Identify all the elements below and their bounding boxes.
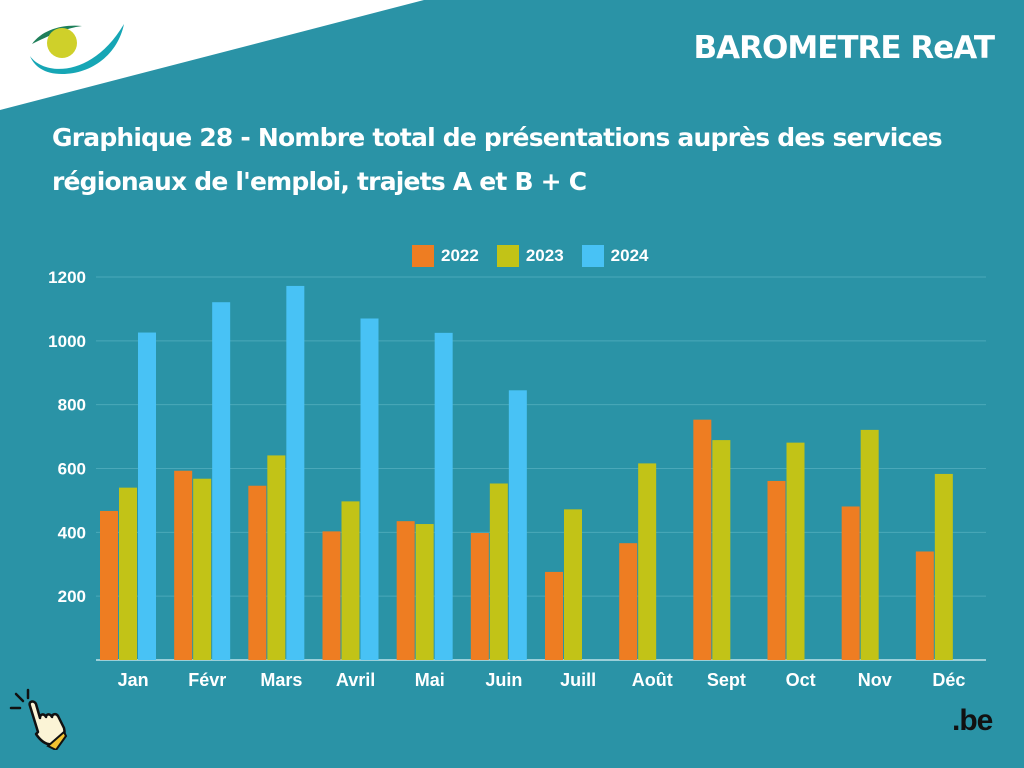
x-tick-label: Déc xyxy=(932,670,965,690)
bar-2022-Juin xyxy=(470,532,489,660)
legend-swatch-2022 xyxy=(412,245,434,267)
bar-2022-Févr xyxy=(174,470,193,660)
y-tick-label: 400 xyxy=(58,523,86,542)
bar-2023-Févr xyxy=(193,478,212,660)
chart-legend: 2022 2023 2024 xyxy=(412,245,648,267)
legend-label-2022: 2022 xyxy=(441,246,479,265)
y-tick-label: 800 xyxy=(58,396,86,415)
y-tick-label: 600 xyxy=(58,460,86,479)
bar-2024-Févr xyxy=(212,302,231,660)
bar-2022-Août xyxy=(619,543,638,660)
bar-2022-Déc xyxy=(915,551,934,660)
y-tick-label: 200 xyxy=(58,587,86,606)
x-tick-label: Oct xyxy=(786,670,816,690)
x-tick-label: Nov xyxy=(858,670,892,690)
bar-2023-Sept xyxy=(712,440,731,660)
bar-2022-Oct xyxy=(767,480,786,660)
x-tick-label: Juin xyxy=(485,670,522,690)
bar-2023-Mai xyxy=(415,524,434,660)
bar-2024-Jan xyxy=(138,332,156,660)
legend-item-2024: 2024 xyxy=(581,245,649,267)
be-logo: .be xyxy=(952,704,993,738)
bar-2023-Oct xyxy=(786,442,805,660)
bar-2024-Juin xyxy=(508,390,527,660)
legend-label-2024: 2024 xyxy=(610,246,649,265)
bar-2023-Juill xyxy=(564,509,582,660)
legend-swatch-2023 xyxy=(496,245,519,267)
legend-swatch-2024 xyxy=(581,245,604,267)
x-tick-label: Jan xyxy=(118,670,149,690)
bar-2022-Mai xyxy=(396,521,415,660)
y-tick-label: 1000 xyxy=(48,332,86,351)
x-tick-label: Mars xyxy=(260,670,302,690)
bar-2022-Avril xyxy=(322,531,341,660)
bar-2023-Nov xyxy=(860,429,879,660)
be-logo-text: .be xyxy=(952,704,993,737)
bar-2024-Mai xyxy=(434,332,453,660)
brand-title: BAROMETRE ReAT xyxy=(693,30,995,66)
hand-pointer-icon xyxy=(9,688,68,750)
bar-2022-Nov xyxy=(841,506,860,660)
eye-logo-icon xyxy=(30,24,124,74)
bar-2023-Août xyxy=(638,463,657,660)
legend-item-2022: 2022 xyxy=(412,245,479,267)
chart-title: Graphique 28 - Nombre total de présentat… xyxy=(52,123,943,196)
bar-2022-Mars xyxy=(248,485,267,660)
legend-label-2023: 2023 xyxy=(525,246,564,265)
x-tick-label: Sept xyxy=(707,670,746,690)
y-tick-label: 1200 xyxy=(48,268,86,287)
bar-2023-Jan xyxy=(119,487,137,660)
legend-item-2023: 2023 xyxy=(496,245,564,267)
bar-2023-Déc xyxy=(934,473,953,660)
bar-2022-Juill xyxy=(545,571,563,660)
x-tick-label: Août xyxy=(632,670,673,690)
x-tick-label: Mai xyxy=(415,670,445,690)
bar-2022-Jan xyxy=(100,510,118,660)
bar-2023-Avril xyxy=(341,501,360,660)
bar-2023-Mars xyxy=(267,455,286,660)
x-tick-label: Févr xyxy=(188,670,226,690)
bar-2024-Mars xyxy=(286,285,305,660)
x-tick-label: Avril xyxy=(336,670,375,690)
bar-2024-Avril xyxy=(360,318,379,660)
bar-2022-Sept xyxy=(693,419,712,660)
bar-2023-Juin xyxy=(489,483,508,660)
x-tick-label: Juill xyxy=(560,670,596,690)
